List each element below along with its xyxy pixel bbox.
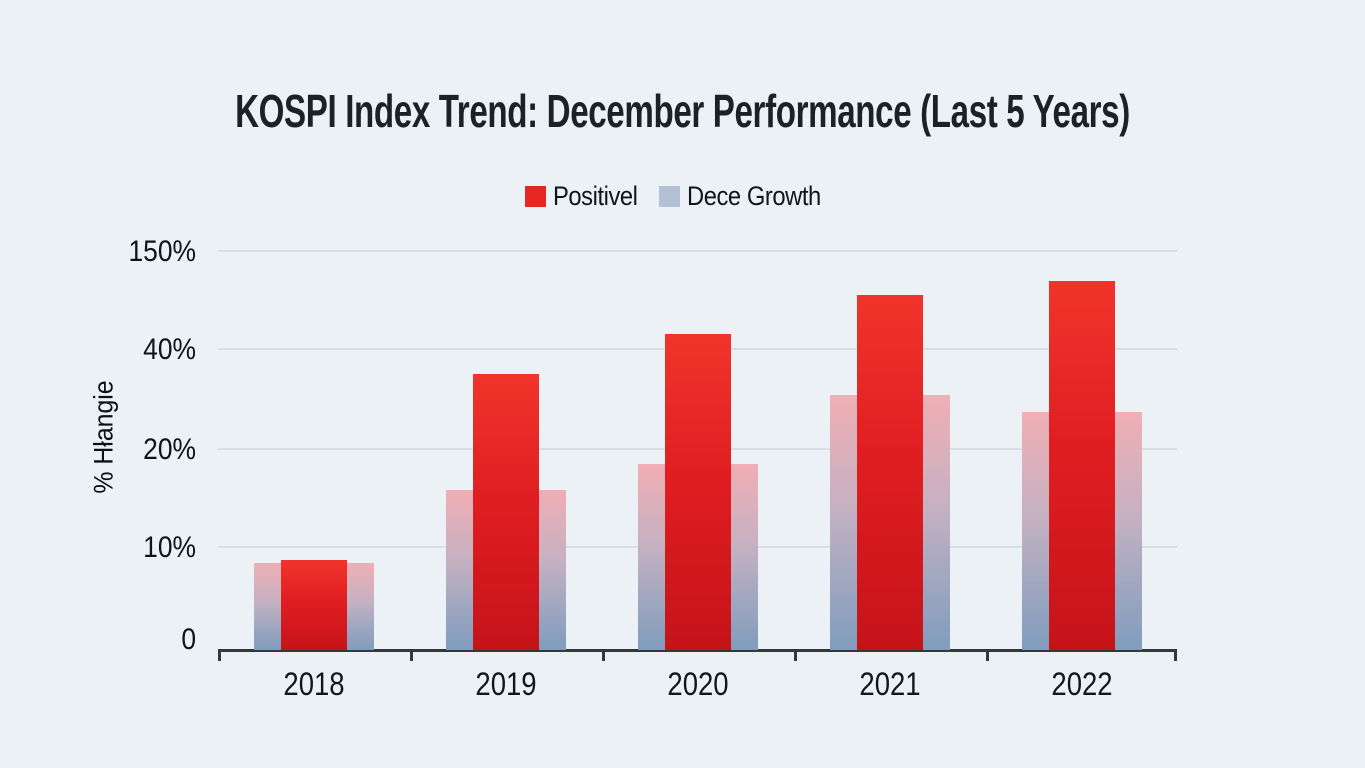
x-axis-tick	[794, 651, 797, 661]
legend-swatch-icon	[659, 186, 681, 207]
x-axis-tick	[602, 651, 605, 661]
bar-positivel-2022	[1049, 281, 1115, 650]
legend: Positivel Dece Growth	[0, 181, 1365, 212]
gridline-150%	[218, 250, 1177, 252]
legend-swatch-icon	[525, 186, 547, 207]
y-tick-label-150%: 150%	[128, 235, 196, 268]
x-axis-tick	[410, 651, 413, 661]
plot-area: 2018 2019 2020 2021 2022	[218, 235, 1177, 702]
x-axis-tick	[1174, 651, 1177, 661]
y-tick-label-20%: 20%	[143, 433, 196, 466]
x-axis-tick	[986, 651, 989, 661]
x-axis-tick	[218, 651, 221, 661]
x-tick-label-2020: 2020	[667, 666, 729, 702]
legend-item-dece-growth: Dece Growth	[659, 181, 839, 212]
legend-item-positivel: Positivel	[525, 181, 649, 212]
bar-positivel-2021	[857, 295, 923, 650]
bar-positivel-2020	[665, 334, 731, 650]
bar-positivel-2018	[281, 560, 347, 650]
x-tick-label-2018: 2018	[283, 666, 345, 702]
legend-item-label: Dece Growth	[687, 181, 822, 211]
x-tick-label-2019: 2019	[475, 666, 537, 702]
chart-title: KOSPI Index Trend: December Performance …	[235, 85, 1130, 137]
x-tick-label-2021: 2021	[859, 666, 921, 702]
x-axis-line	[218, 649, 1177, 652]
y-tick-label-10%: 10%	[143, 531, 196, 564]
legend-item-label: Positivel	[553, 181, 638, 211]
y-tick-label-40%: 40%	[143, 333, 196, 366]
y-tick-label-0: 0	[181, 623, 196, 656]
bar-positivel-2019	[473, 374, 539, 650]
x-tick-label-2022: 2022	[1051, 666, 1113, 702]
